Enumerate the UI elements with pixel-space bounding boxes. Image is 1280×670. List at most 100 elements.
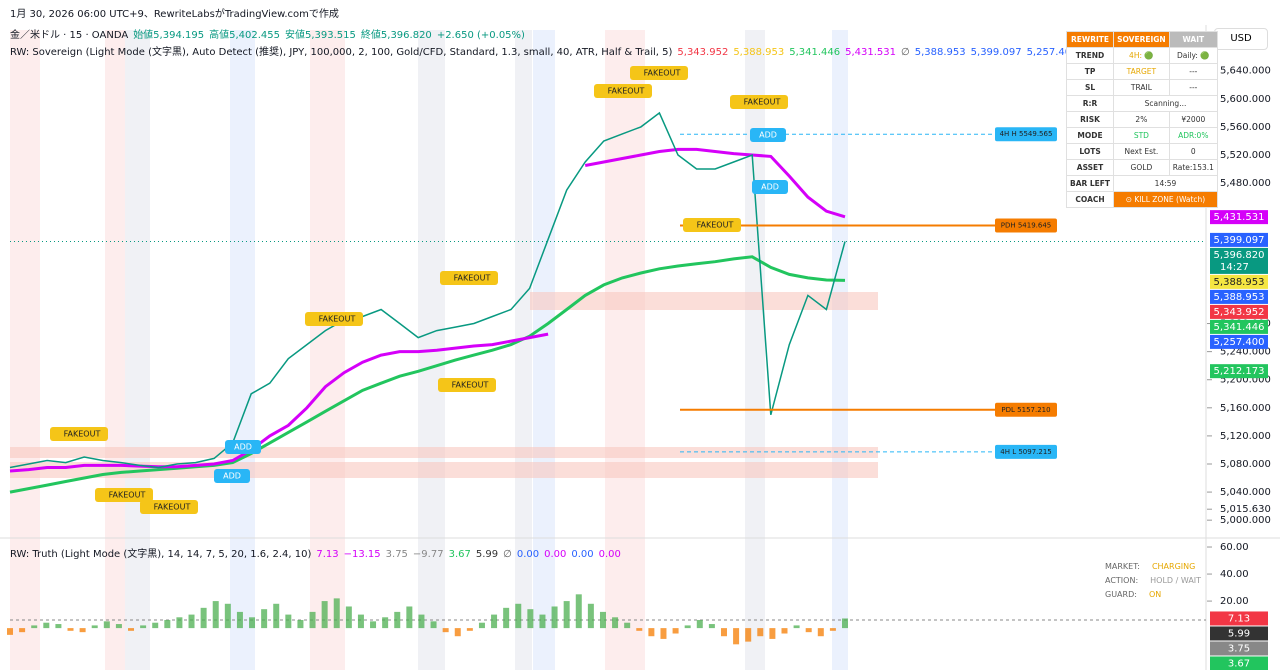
hist-bar (297, 620, 304, 629)
sub-info: ACTION: HOLD / WAIT (1105, 576, 1201, 585)
y-tick-label: 5,040.000 (1220, 487, 1271, 498)
price-badge-label: 5,343.952 (1214, 307, 1265, 318)
price-badge-label: 5.99 (1228, 628, 1250, 639)
price-badge-label: 5,257.400 (1214, 337, 1265, 348)
panel-cell: 2% (1113, 111, 1170, 128)
sub-info: GUARD: ON (1105, 590, 1161, 599)
hist-bar (394, 611, 401, 629)
y-tick-label: 5,240.000 (1220, 347, 1271, 358)
session-band (745, 30, 765, 670)
annotation-box (140, 500, 198, 514)
study-value: 5,399.097 (970, 47, 1022, 58)
annotation-box (630, 66, 688, 80)
panel-head-cell: WAIT (1168, 31, 1218, 48)
hist-bar (19, 628, 26, 633)
price-badge (1210, 641, 1268, 656)
hist-bar (321, 601, 328, 629)
price-badge-sub: 14:27 (1220, 262, 1249, 273)
panel-cell: R:R (1065, 95, 1115, 112)
hist-bar (164, 620, 171, 629)
sub-info: MARKET: CHARGING (1105, 562, 1195, 571)
zone (10, 447, 878, 458)
annotation: FAKEOUT (452, 381, 489, 390)
hist-bar (575, 594, 582, 629)
hist-bar (309, 611, 316, 629)
level-tag (995, 402, 1057, 417)
panel-cell: 14:59 (1113, 175, 1218, 192)
hist-bar (249, 617, 256, 629)
panel-cell: 4H: 🟢 (1113, 47, 1170, 64)
annotation: ADD (223, 472, 241, 481)
session-band (230, 30, 255, 670)
hist-bar (370, 621, 377, 629)
panel-row: LOTS Next Est. 0 (1065, 143, 1218, 160)
status-panel: REWRITE SOVEREIGN WAIT TREND 4H: 🟢 Daily: 🟢 TP… (1065, 31, 1218, 208)
price-badge-label: 5,396.820 (1214, 250, 1265, 261)
y-tick-label: 5,640.000 (1220, 66, 1271, 77)
price-badge (1210, 319, 1268, 334)
hist-bar (503, 607, 510, 629)
panel-row: ASSET GOLD Rate:153.1 (1065, 159, 1218, 176)
panel-cell: LOTS (1065, 143, 1115, 160)
hist-bar (224, 603, 231, 629)
sub-info-value: ON (1148, 590, 1162, 599)
sub-value: −13.15 (343, 549, 381, 560)
series-line (9, 255, 846, 494)
sub-value: 3.75 (385, 549, 408, 560)
annotation: FAKEOUT (154, 503, 191, 512)
currency[interactable]: USD (1214, 28, 1268, 50)
y-tick-label: 5,600.000 (1220, 94, 1271, 105)
study-line: RW: Sovereign (Light Mode (文字黒), Auto De… (10, 43, 1082, 58)
price-badge (1210, 274, 1268, 289)
price-badge-label: 5,388.953 (1214, 277, 1265, 288)
level-label: 4H L 5097.215 (1000, 448, 1051, 456)
panel-cell: MODE (1065, 127, 1115, 144)
price-badge (1210, 611, 1268, 626)
study: RW: Sovereign (Light Mode (文字黒), Auto De… (10, 47, 673, 58)
panel-cell: ¥2000 (1168, 111, 1218, 128)
hist-bar (91, 625, 98, 629)
hist-bar (128, 628, 135, 631)
hist-bar (442, 628, 449, 633)
y-tick-label: 5,520.000 (1220, 150, 1271, 161)
study-value: 5,341.446 (789, 47, 841, 58)
annotation-box (214, 469, 250, 483)
panel-row: BAR LEFT 14:59 (1065, 175, 1218, 192)
panel-row: R:R Scanning... (1065, 95, 1218, 112)
panel-head-cell: SOVEREIGN (1113, 31, 1170, 48)
level-label: 4H H 5549.565 (1000, 130, 1053, 138)
hist-bar (152, 622, 159, 629)
hist-bar (491, 614, 498, 629)
series-line (9, 111, 846, 469)
y-tick-label: 5,200.000 (1220, 375, 1271, 386)
panel-row: TP TARGET --- (1065, 63, 1218, 80)
sub-value: 0.00 (516, 549, 540, 560)
hist-bar (273, 603, 280, 629)
y-tick-label: 5,080.000 (1220, 459, 1271, 470)
annotation-box (95, 488, 153, 502)
price-badge (1210, 289, 1268, 304)
level-label: PDL 5157.210 (1001, 406, 1050, 414)
hist-bar (478, 622, 485, 629)
hist-bar (660, 628, 667, 639)
annotation: FAKEOUT (608, 87, 645, 96)
annotation-box (440, 271, 498, 285)
annotation-box (730, 95, 788, 109)
annotation: FAKEOUT (644, 69, 681, 78)
sub-info-value: HOLD / WAIT (1150, 576, 1202, 585)
hist-bar (7, 628, 13, 635)
hist-bar (188, 614, 195, 629)
sub-info-key: ACTION: (1105, 576, 1139, 585)
hist-bar (418, 614, 425, 629)
price-badge-label: 5,399.097 (1214, 235, 1265, 246)
panel-cell: --- (1168, 63, 1218, 80)
credit: 1月 30, 2026 06:00 UTC+9、RewriteLabsがTrad… (10, 9, 339, 20)
study-value: 5,431.531 (845, 47, 897, 58)
y-tick-label: 5,000.000 (1220, 515, 1271, 526)
sub-value: −9.77 (412, 549, 444, 560)
hist-bar (587, 603, 594, 629)
panel-row: SL TRAIL --- (1065, 79, 1218, 96)
hist-bar (466, 628, 473, 631)
hist-bar (769, 628, 776, 639)
sub-study: RW: Truth (Light Mode (文字黒), 14, 14, 7, … (10, 549, 312, 560)
